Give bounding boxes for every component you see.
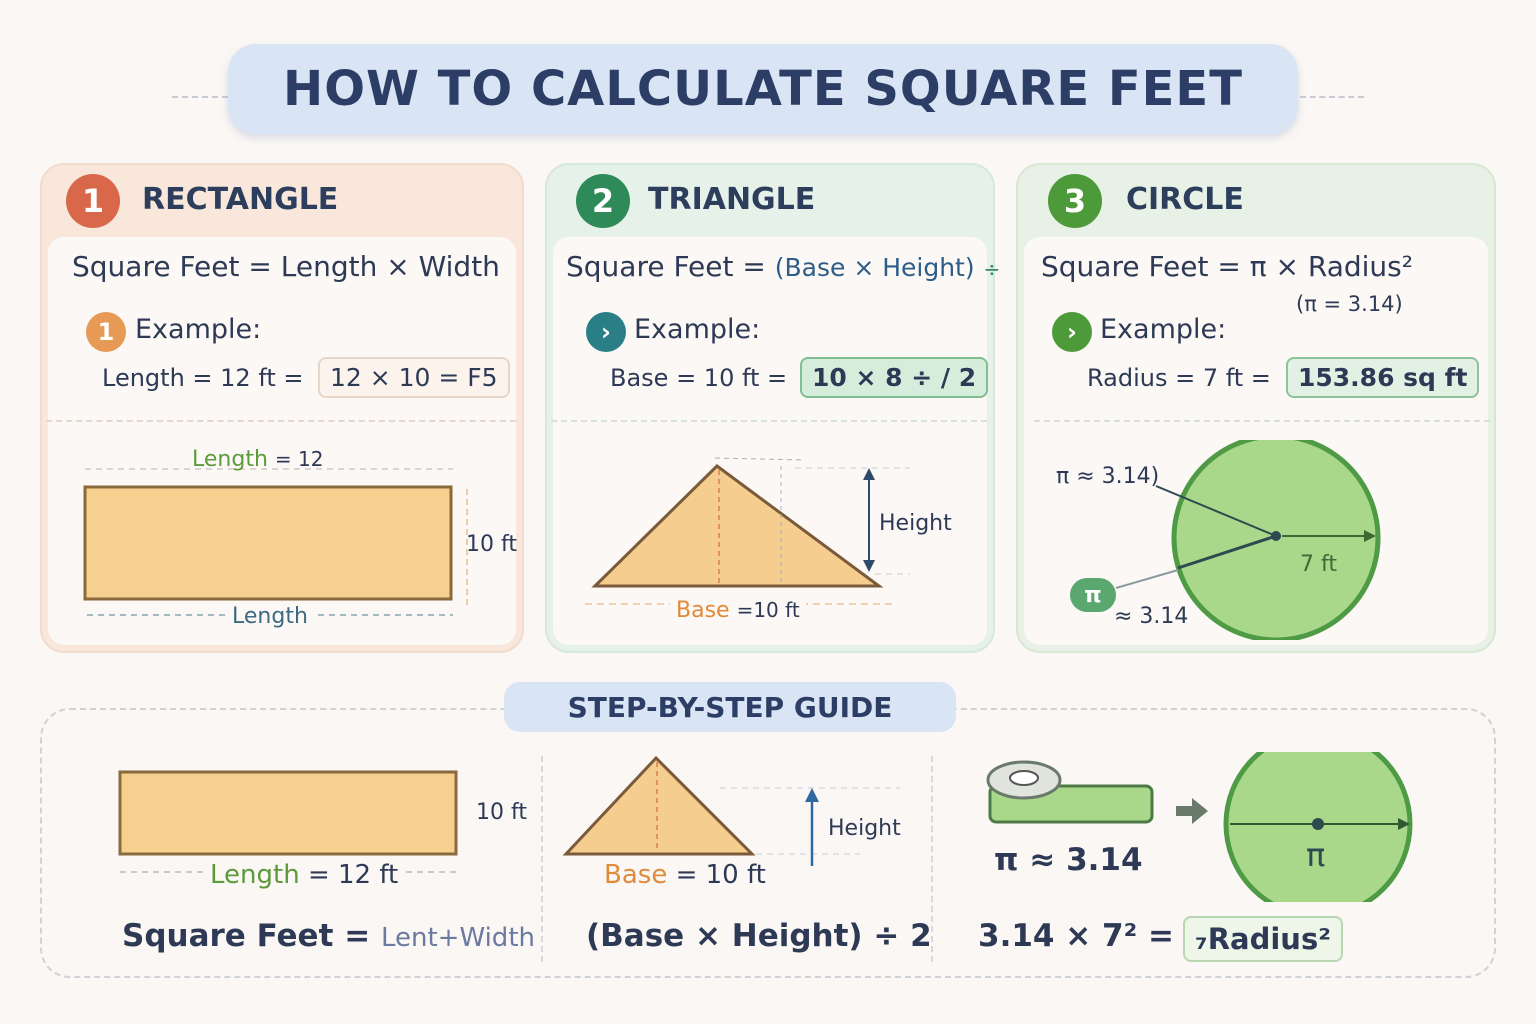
guide-rectangle-diagram [118, 770, 458, 873]
pi-approx: π ≈ 3.14 [994, 842, 1143, 878]
guide-triangle-formula: (Base × Height) ÷ 2 [586, 918, 932, 954]
pi-note: (π = 3.14) [1296, 292, 1403, 316]
divider [931, 756, 933, 962]
guide-rect-formula: Square Feet = [122, 918, 381, 954]
length-label: Length [210, 860, 300, 890]
pi-symbol: π [1306, 836, 1326, 874]
guide-circle-formula: 3.14 × 7² = [978, 918, 1174, 954]
circle-diagram [1115, 440, 1381, 640]
pi-approx: ≈ 3.14 [1114, 604, 1189, 629]
card-heading: CIRCLE [1126, 182, 1244, 217]
guide-circle-diagram [986, 752, 1413, 902]
divider [46, 420, 516, 422]
arrow-right-icon [1176, 798, 1208, 824]
example-result: 10 × 8 ÷ / 2 [800, 357, 989, 398]
length-label: Length [226, 604, 314, 629]
guide-title: STEP-BY-STEP GUIDE [504, 682, 956, 732]
example-label: Example: [634, 314, 761, 345]
divider [541, 756, 543, 962]
chevron-right-icon: › [1052, 312, 1092, 352]
base-value: = 10 ft [675, 860, 766, 890]
example-input: Base = 10 ft = [610, 364, 788, 392]
width-label: 10 ft [466, 532, 517, 557]
page-title: HOW TO CALCULATE SQUARE FEET [228, 44, 1298, 134]
divider [172, 96, 228, 98]
example-result: 153.86 sq ft [1286, 357, 1480, 398]
guide-circle-result: ₇Radius² [1183, 916, 1343, 962]
formula-suffix: ÷ [983, 257, 1001, 281]
divider [1300, 96, 1364, 98]
example-result: 12 × 10 = F5 [318, 357, 510, 398]
formula: Square Feet = [566, 250, 766, 283]
formula: Square Feet = Length × Width [72, 250, 500, 283]
rectangle-shape [118, 770, 458, 856]
length-value: = 12 ft [307, 860, 399, 890]
card-heading: RECTANGLE [142, 182, 339, 217]
triangle-shape [562, 755, 756, 856]
triangle-diagram [585, 457, 910, 605]
step-number-badge: 2 [576, 174, 630, 228]
divider [551, 420, 987, 422]
triangle-shape [591, 464, 884, 588]
step-number-badge: 1 [66, 174, 120, 228]
radius-label: 7 ft [1300, 552, 1337, 577]
divider [1034, 420, 1490, 422]
base-label: Base [604, 860, 668, 890]
step-number-badge: 3 [1048, 174, 1102, 228]
tape-measure-icon [986, 760, 1154, 824]
base-label: Base [676, 598, 730, 623]
guide-triangle-diagram [562, 755, 900, 866]
card-heading: TRIANGLE [648, 182, 816, 217]
width-label: 10 ft [476, 800, 527, 825]
rectangle-shape [83, 485, 453, 601]
example-input: Length = 12 ft = [102, 364, 304, 392]
example-input: Radius = 7 ft = [1087, 364, 1271, 392]
base-value: =10 ft [736, 598, 800, 622]
pi-label: π ≈ 3.14) [1056, 464, 1160, 489]
example-label: Example: [135, 314, 262, 345]
rectangle-diagram [83, 468, 468, 616]
pi-badge: π [1070, 578, 1116, 612]
formula: Square Feet = π × Radius² [1041, 250, 1413, 283]
example-badge: 1 [86, 312, 126, 352]
guide-rect-formula-tail: Lent+Width [380, 923, 535, 953]
example-label: Example: [1100, 314, 1227, 345]
chevron-right-icon: › [586, 312, 626, 352]
length-label: Length [192, 447, 268, 472]
formula-paren: (Base × Height) [774, 253, 975, 282]
length-value: = 12 [274, 447, 324, 471]
height-label: Height [879, 511, 952, 536]
height-label: Height [828, 816, 901, 841]
